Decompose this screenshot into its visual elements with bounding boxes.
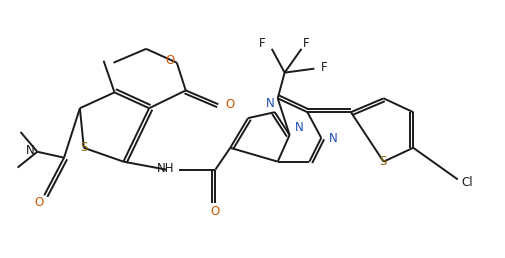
Text: N: N	[329, 132, 337, 146]
Text: N: N	[266, 97, 274, 110]
Text: O: O	[226, 98, 235, 111]
Text: NH: NH	[157, 162, 175, 175]
Text: F: F	[303, 37, 310, 50]
Text: O: O	[35, 196, 44, 209]
Text: N: N	[26, 144, 35, 157]
Text: S: S	[379, 155, 386, 168]
Text: O: O	[211, 205, 220, 217]
Text: S: S	[80, 141, 87, 154]
Text: Cl: Cl	[462, 176, 474, 189]
Text: O: O	[165, 54, 175, 67]
Text: N: N	[295, 120, 304, 134]
Text: F: F	[321, 61, 328, 74]
Text: F: F	[259, 37, 265, 50]
